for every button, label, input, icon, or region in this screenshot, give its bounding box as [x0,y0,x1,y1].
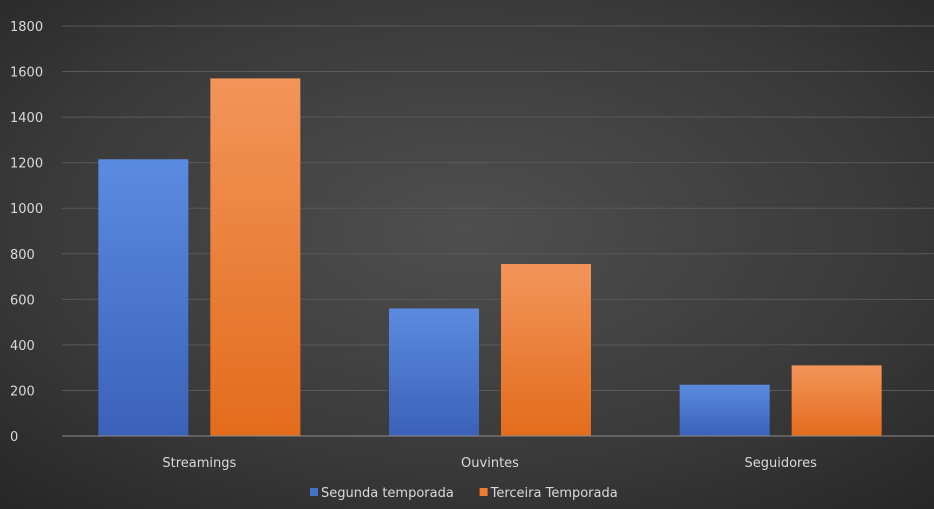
y-tick-label: 1800 [10,20,43,35]
y-tick-label: 1200 [10,157,43,172]
legend-swatch [479,488,488,496]
bars [98,78,882,436]
legend-swatch [310,488,318,496]
bar-ouvintes-terceira [501,264,591,436]
legend-label: Terceira Temporada [490,486,618,501]
bar-ouvintes-segunda [389,308,479,436]
y-tick-label: 0 [10,430,18,445]
x-category-label: Streamings [162,456,236,471]
y-axis-ticks: 0 200 400 600 800 1000 1200 1400 1600 1800 [10,20,43,445]
y-tick-label: 1000 [10,202,43,217]
y-tick-label: 400 [10,339,35,354]
x-axis-categories: Streamings Ouvintes Seguidores [162,456,817,471]
bar-streamings-terceira [210,78,301,436]
x-category-label: Ouvintes [461,456,519,471]
bar-streamings-segunda [98,159,189,436]
y-tick-label: 600 [10,293,35,308]
bar-seguidores-terceira [791,365,882,436]
legend-label: Segunda temporada [321,486,454,501]
y-tick-label: 1400 [10,111,43,126]
bar-seguidores-segunda [679,384,770,436]
y-tick-label: 1600 [10,66,43,81]
legend: Segunda temporada Terceira Temporada [310,486,618,501]
y-tick-label: 800 [10,248,35,263]
y-tick-label: 200 [10,384,35,399]
x-category-label: Seguidores [744,456,817,471]
grid-lines [62,25,934,391]
